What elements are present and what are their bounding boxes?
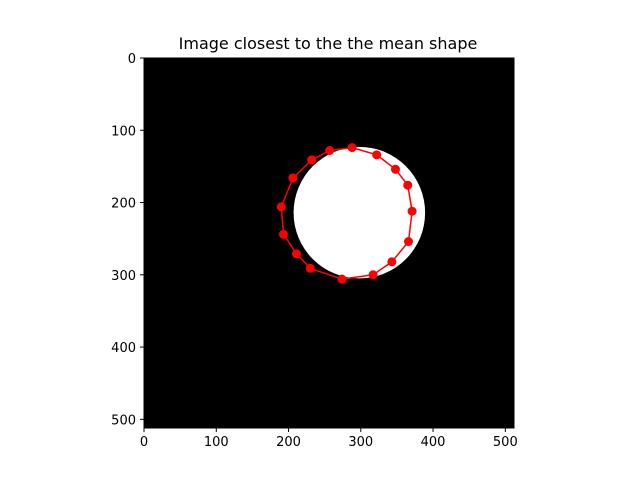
shape-landmark-point bbox=[372, 150, 382, 160]
shape-landmark-point bbox=[278, 229, 288, 239]
x-tick-label: 500 bbox=[493, 435, 518, 450]
shape-landmark-point bbox=[368, 270, 378, 280]
plot-area bbox=[143, 57, 515, 429]
y-tick-label: 0 bbox=[128, 52, 136, 67]
y-tick-label: 300 bbox=[111, 269, 136, 284]
y-axis: 0 100 200 300 400 500 bbox=[111, 52, 144, 428]
shape-landmark-point bbox=[276, 202, 286, 212]
x-tick-label: 400 bbox=[421, 435, 446, 450]
shape-landmark-point bbox=[407, 206, 417, 216]
x-axis: 0 100 200 300 400 500 bbox=[140, 428, 518, 450]
axes-frame bbox=[143, 57, 515, 429]
shape-landmark-point bbox=[288, 173, 298, 183]
y-tick-label: 400 bbox=[111, 341, 136, 356]
shape-landmark-point bbox=[403, 180, 413, 190]
y-tick-label: 100 bbox=[111, 124, 136, 139]
shape-landmark-point bbox=[325, 146, 335, 155]
x-tick-label: 100 bbox=[204, 435, 229, 450]
shape-landmark-point bbox=[305, 263, 315, 273]
shape-landmark-point bbox=[337, 274, 347, 284]
shape-landmark-point bbox=[390, 164, 400, 174]
x-tick-label: 0 bbox=[140, 435, 148, 450]
x-tick-label: 200 bbox=[276, 435, 301, 450]
x-tick-label: 300 bbox=[348, 435, 373, 450]
shape-landmark-point bbox=[403, 237, 413, 247]
shape-layer bbox=[276, 143, 417, 284]
y-tick-label: 500 bbox=[111, 413, 136, 428]
chart-title: Image closest to the the mean shape bbox=[179, 34, 478, 53]
shape-landmark-point bbox=[291, 249, 301, 259]
shape-landmark-point bbox=[347, 143, 357, 153]
image-white-blob bbox=[293, 146, 426, 279]
shape-landmark-point bbox=[307, 155, 317, 165]
shape-landmark-point bbox=[387, 257, 397, 267]
y-tick-label: 200 bbox=[111, 197, 136, 212]
